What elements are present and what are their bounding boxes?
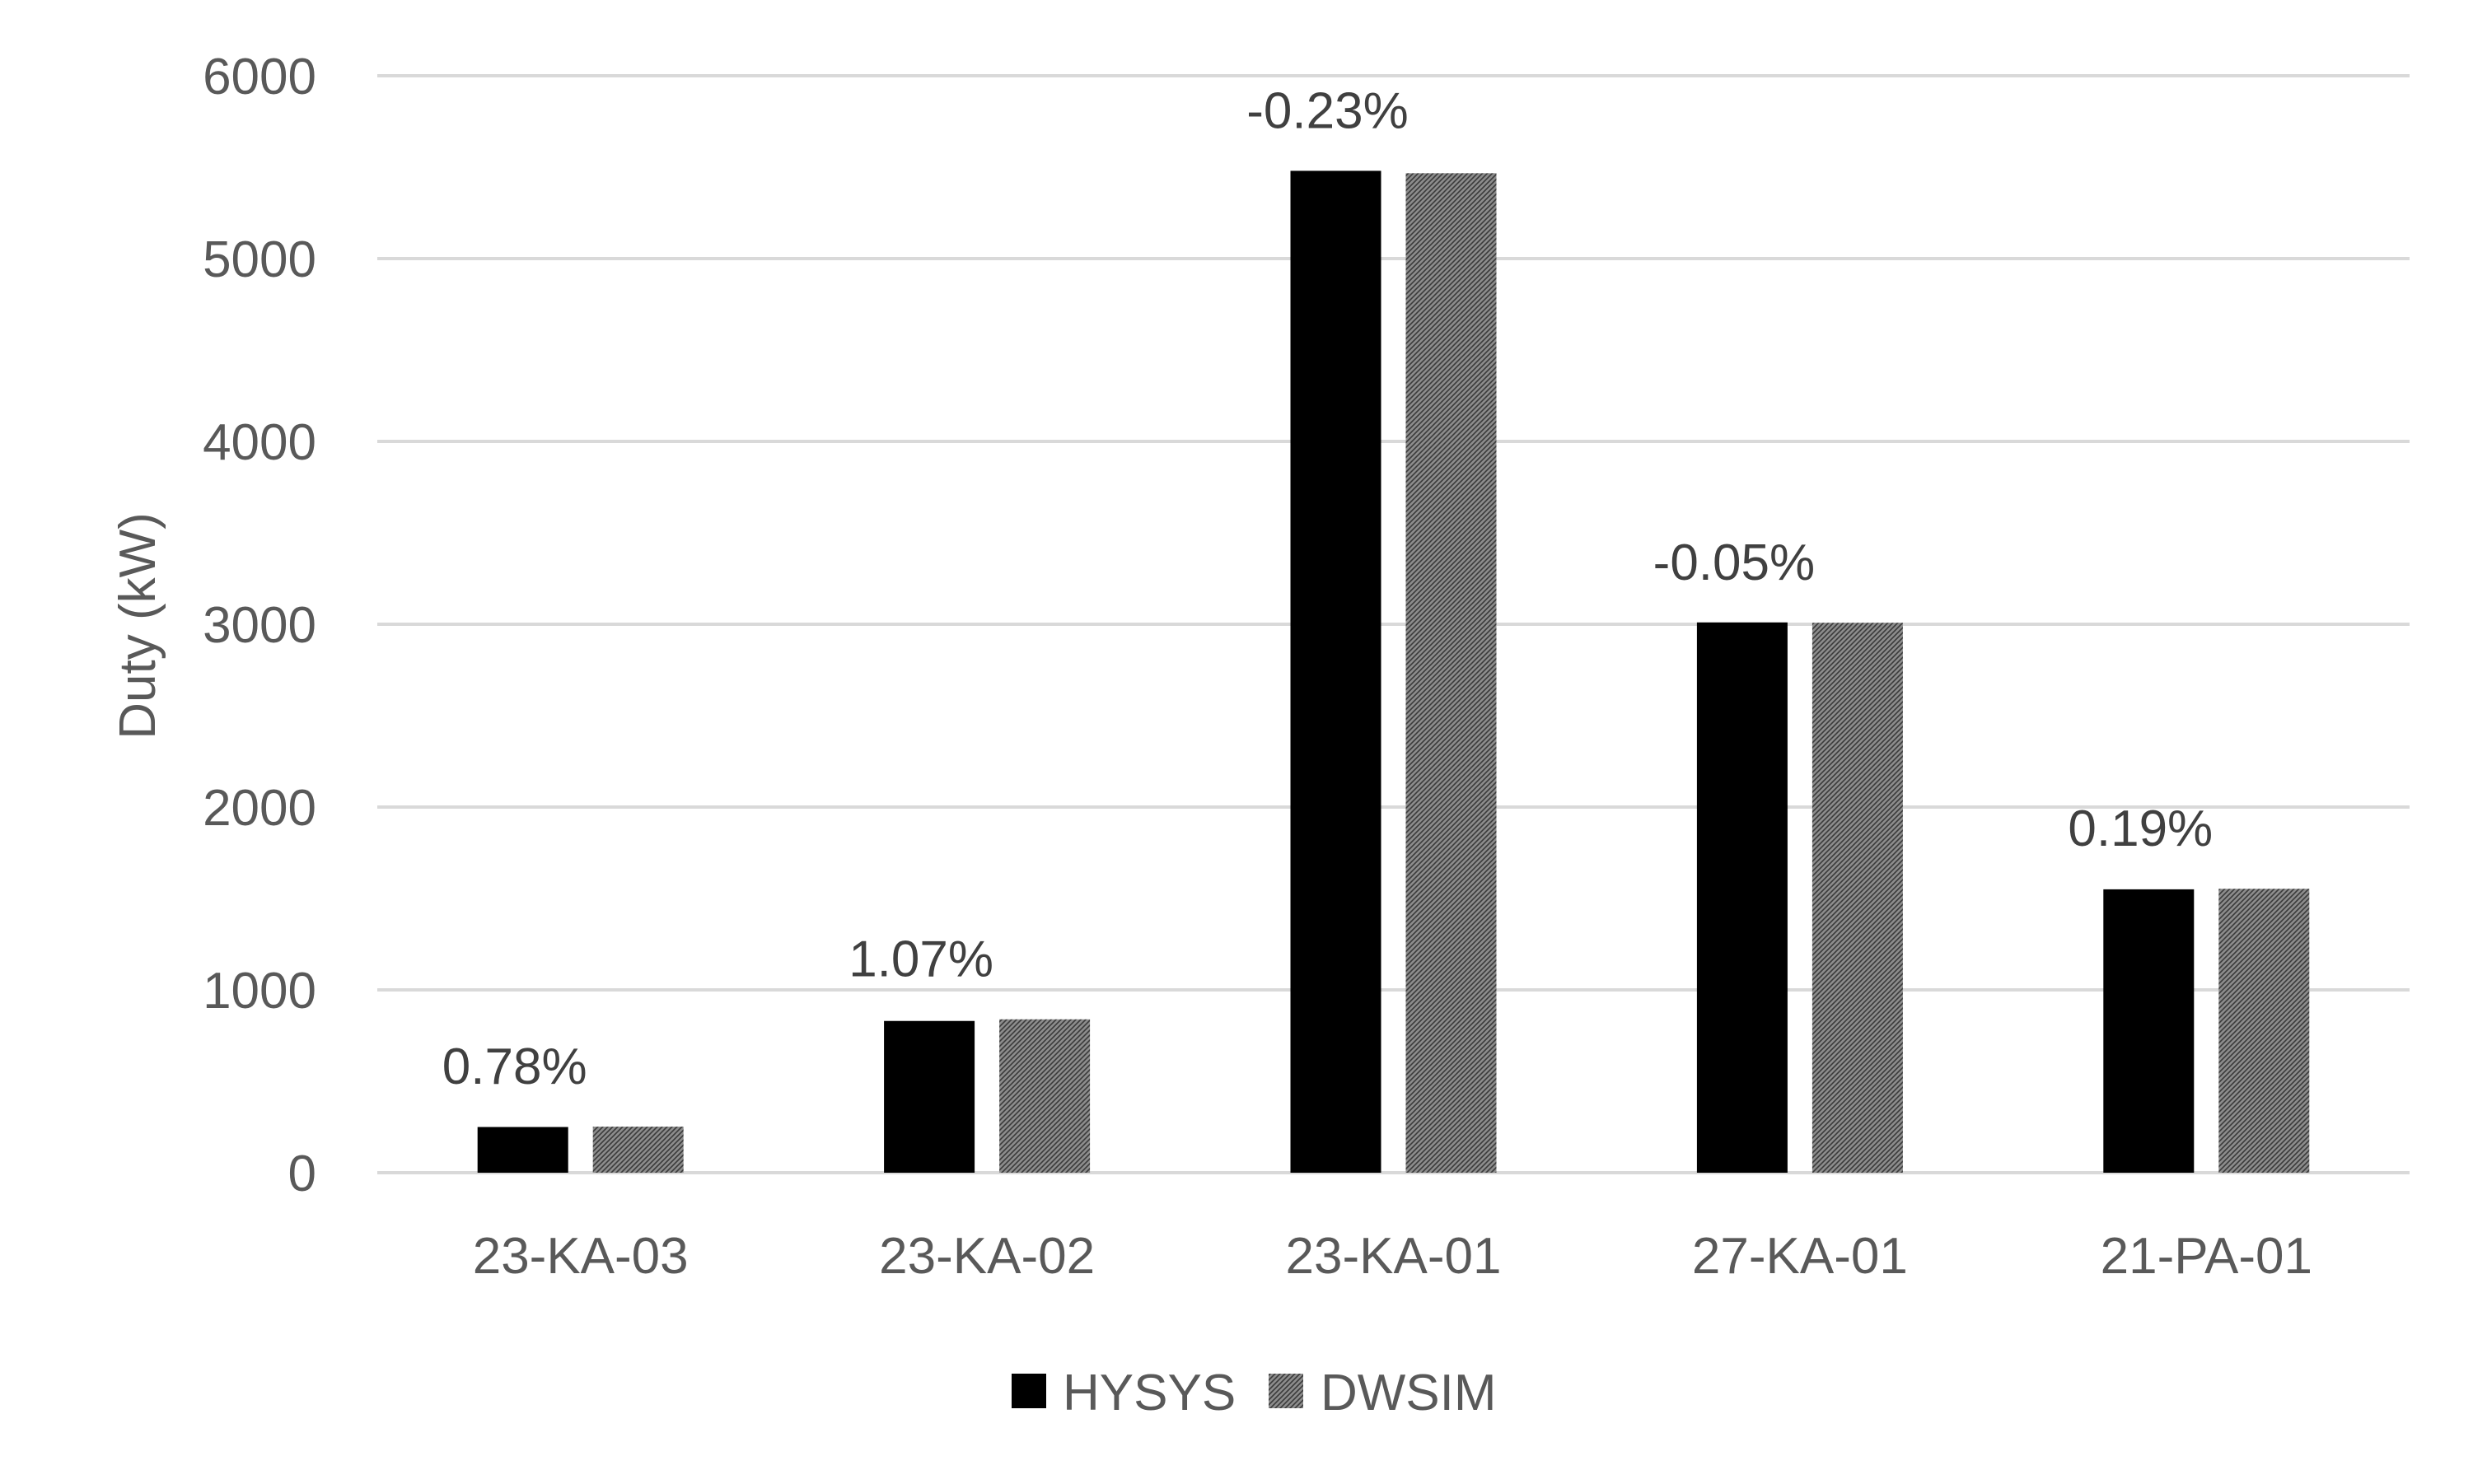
legend-item-dwsim[interactable]: DWSIM	[1269, 1365, 1497, 1421]
data-label-23-ka-01: -0.23%	[1246, 82, 1408, 139]
x-tick-label: 23-KA-03	[473, 1228, 689, 1285]
y-tick-label: 3000	[203, 597, 316, 654]
y-tick-label: 1000	[203, 963, 316, 1020]
bar-hysys-27-ka-01[interactable]	[1696, 622, 1788, 1173]
bars	[477, 170, 2310, 1174]
legend-label: DWSIM	[1321, 1365, 1497, 1421]
data-label-27-ka-01: -0.05%	[1653, 534, 1815, 591]
bar-hysys-23-ka-01[interactable]	[1290, 170, 1381, 1174]
legend-swatch	[1012, 1374, 1046, 1408]
bar-dwsim-23-ka-02[interactable]	[999, 1019, 1091, 1173]
data-label-21-pa-01: 0.19%	[2068, 800, 2213, 857]
bar-dwsim-23-ka-03[interactable]	[592, 1127, 684, 1173]
legend-label: HYSYS	[1063, 1365, 1236, 1421]
bar-dwsim-21-pa-01[interactable]	[2218, 889, 2310, 1173]
bar-dwsim-23-ka-01[interactable]	[1405, 173, 1497, 1173]
y-axis-ticks: 0 1000 2000 3000 4000 5000 6000	[203, 49, 316, 1202]
bar-hysys-23-ka-03[interactable]	[477, 1127, 568, 1174]
y-tick-label: 6000	[203, 49, 316, 105]
bar-hysys-21-pa-01[interactable]	[2103, 889, 2195, 1173]
y-tick-label: 4000	[203, 414, 316, 471]
x-axis-categories: 23-KA-03 23-KA-02 23-KA-01 27-KA-01 21-PA-01	[473, 1228, 2312, 1285]
bar-dwsim-27-ka-01[interactable]	[1812, 623, 1903, 1173]
legend-item-hysys[interactable]: HYSYS	[1012, 1365, 1236, 1421]
bar-hysys-23-ka-02[interactable]	[884, 1020, 975, 1173]
data-labels: 0.78% 1.07% -0.23% -0.05% 0.19%	[442, 82, 2213, 1095]
legend-swatch	[1269, 1374, 1303, 1408]
y-tick-label: 0	[288, 1146, 316, 1202]
y-axis-title: Duty (kW)	[110, 512, 166, 740]
x-tick-label: 27-KA-01	[1692, 1228, 1908, 1285]
x-tick-label: 21-PA-01	[2101, 1228, 2312, 1285]
x-tick-label: 23-KA-02	[879, 1228, 1095, 1285]
data-label-23-ka-03: 0.78%	[442, 1038, 587, 1095]
legend[interactable]: HYSYS DWSIM	[1012, 1365, 1497, 1421]
data-label-23-ka-02: 1.07%	[848, 931, 993, 988]
gridlines	[377, 74, 2410, 1174]
x-tick-label: 23-KA-01	[1286, 1228, 1502, 1285]
y-tick-label: 5000	[203, 231, 316, 288]
y-tick-label: 2000	[203, 780, 316, 837]
